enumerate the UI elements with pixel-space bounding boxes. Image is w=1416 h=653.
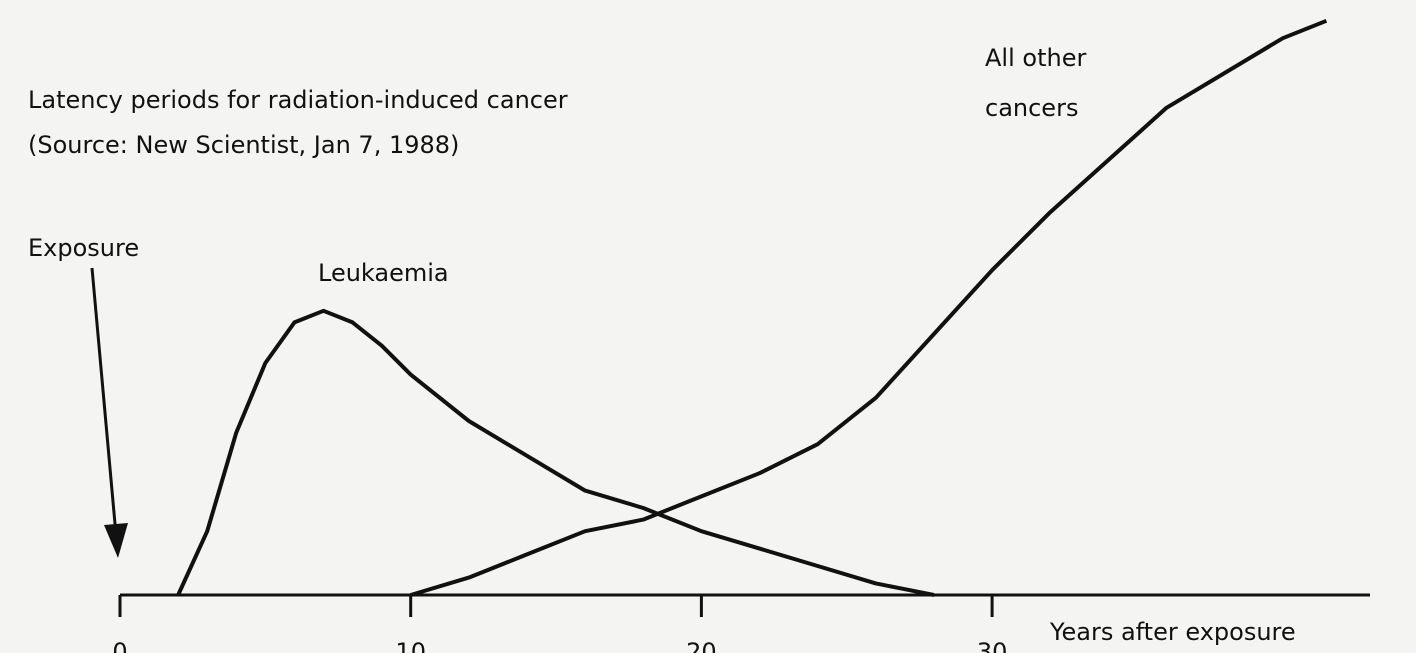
chart-subtitle: (Source: New Scientist, Jan 7, 1988) <box>28 131 459 159</box>
chart-title: Latency periods for radiation-induced ca… <box>28 86 568 114</box>
x-tick-label: 30 <box>977 638 1008 653</box>
x-tick-label: 0 <box>112 638 127 653</box>
series-label: All other cancers <box>985 44 1087 122</box>
x-axis-label: Years after exposure <box>1049 618 1296 646</box>
line <box>410 18 1328 597</box>
arrow-head <box>104 523 128 558</box>
exposure-arrow <box>90 267 118 536</box>
series-label: Leukaemia <box>318 259 449 287</box>
line <box>176 308 935 597</box>
x-tick-label: 20 <box>686 638 717 653</box>
annotation: Exposure <box>28 234 139 262</box>
x-tick-label: 10 <box>395 638 426 653</box>
